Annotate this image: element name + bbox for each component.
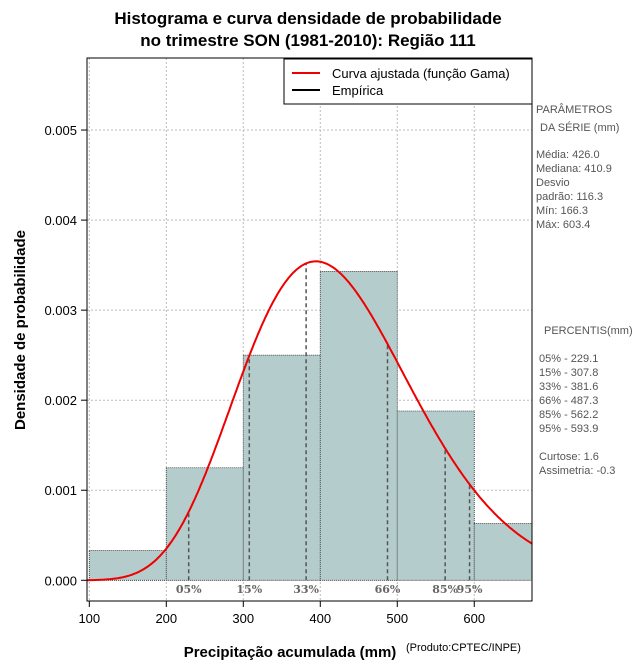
percentile-label-05%: 05%	[176, 583, 202, 596]
x-tick-label-100: 100	[78, 611, 100, 626]
stat-assimetria: Assimetria: -0.3	[539, 465, 615, 477]
stat-media: Média: 426.0	[536, 149, 600, 161]
y-tick-label-0: 0.000	[44, 573, 77, 588]
side-panel: PARÂMETROS DA SÉRIE (mm) Média: 426.0 Me…	[536, 103, 633, 477]
chart-title: Histograma e curva densidade de probabil…	[114, 9, 501, 28]
y-tick-label-1: 0.001	[44, 483, 77, 498]
histogram-bar-4	[396, 410, 475, 581]
percentil-85: 85% - 562.2	[539, 409, 598, 421]
credit-label: (Produto:CPTEC/INPE)	[406, 642, 521, 654]
percentile-lines: 05% 15% 33% 66% 85%95%	[176, 263, 483, 596]
percentis-title: PERCENTIS(mm)	[544, 325, 633, 337]
x-axis: 100 200 300 400 500 600	[78, 601, 485, 626]
histogram-bar-1	[165, 467, 244, 581]
x-tick-label-200: 200	[155, 611, 177, 626]
y-axis-label: Densidade de probabilidade	[12, 230, 29, 430]
fitted-curve-layer	[87, 260, 533, 582]
percentil-66: 66% - 487.3	[539, 395, 598, 407]
histogram-bar-2	[242, 354, 321, 581]
histogram-bar-5	[473, 523, 533, 581]
percentil-33: 33% - 381.6	[539, 381, 598, 393]
percentile-label-85%: 85%	[432, 583, 458, 596]
histogram-bar-3	[319, 271, 398, 581]
x-tick-label-300: 300	[232, 611, 254, 626]
legend-label-curve: Curva ajustada (função Gama)	[332, 66, 510, 81]
params-title-2: DA SÉRIE (mm)	[540, 121, 619, 134]
stat-desvio: Desvio	[536, 177, 570, 189]
percentil-15: 15% - 307.8	[539, 367, 598, 379]
stat-max: Máx: 603.4	[536, 219, 590, 231]
stat-padrao: padrão: 116.3	[536, 191, 603, 203]
y-tick-label-4: 0.004	[44, 213, 77, 228]
x-axis-label: Precipitação acumulada (mm)	[184, 644, 397, 660]
x-tick-label-500: 500	[386, 611, 408, 626]
stat-min: Mín: 166.3	[536, 205, 588, 217]
percentile-label-95%: 95%	[457, 583, 483, 596]
percentile-label-66%: 66%	[375, 583, 401, 596]
legend-label-empirical: Empírica	[332, 83, 384, 98]
fitted-gamma-curve	[87, 260, 533, 582]
y-tick-label-5: 0.005	[44, 123, 77, 138]
params-title-1: PARÂMETROS	[536, 103, 612, 116]
percentile-label-15%: 15%	[236, 583, 262, 596]
y-tick-label-2: 0.002	[44, 393, 77, 408]
stat-curtose: Curtose: 1.6	[539, 451, 599, 463]
legend-box	[283, 58, 533, 105]
percentil-05: 05% - 229.1	[539, 353, 598, 365]
histogram-bars	[88, 271, 533, 581]
y-tick-label-3: 0.003	[44, 303, 77, 318]
x-tick-label-400: 400	[309, 611, 331, 626]
percentil-95: 95% - 593.9	[539, 423, 598, 435]
y-axis: 0.000 0.001 0.002 0.003 0.004 0.005	[44, 123, 87, 588]
plot-frame	[86, 57, 533, 602]
x-tick-label-600: 600	[463, 611, 485, 626]
chart-subtitle: no trimestre SON (1981-2010): Região 111	[140, 31, 475, 50]
stat-mediana: Mediana: 410.9	[536, 163, 612, 175]
legend: Curva ajustada (função Gama) Empírica	[283, 58, 533, 105]
percentile-label-33%: 33%	[293, 583, 319, 596]
